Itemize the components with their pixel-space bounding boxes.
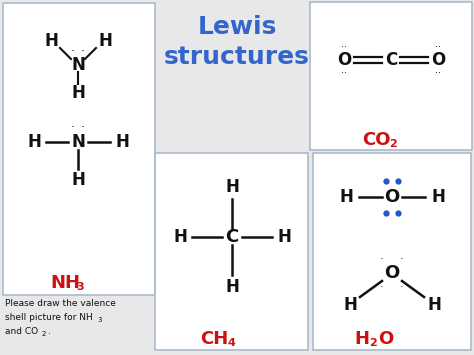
- Text: ·: ·: [380, 254, 384, 264]
- Text: ·: ·: [81, 121, 85, 135]
- Text: H: H: [71, 171, 85, 189]
- Text: O: O: [384, 264, 400, 282]
- Text: and CO: and CO: [5, 327, 38, 335]
- Text: H: H: [44, 32, 58, 50]
- Text: ·: ·: [400, 282, 404, 292]
- Text: N: N: [71, 56, 85, 74]
- Text: H: H: [98, 32, 112, 50]
- Text: ··: ··: [435, 42, 441, 52]
- FancyBboxPatch shape: [3, 3, 155, 295]
- Text: O: O: [378, 330, 393, 348]
- Text: CH: CH: [200, 330, 228, 348]
- Text: H: H: [427, 296, 441, 314]
- Text: Please draw the valence: Please draw the valence: [5, 299, 116, 307]
- Text: C: C: [225, 228, 238, 246]
- Text: O: O: [384, 188, 400, 206]
- Text: ·: ·: [380, 282, 384, 292]
- Text: 4: 4: [228, 338, 236, 348]
- Text: ·: ·: [71, 121, 75, 135]
- Text: 2: 2: [389, 139, 397, 149]
- Text: H: H: [173, 228, 187, 246]
- Text: H: H: [71, 84, 85, 102]
- Text: H: H: [115, 133, 129, 151]
- FancyBboxPatch shape: [313, 153, 471, 350]
- Text: shell picture for NH: shell picture for NH: [5, 312, 93, 322]
- Text: ··: ··: [435, 68, 441, 78]
- Text: 3: 3: [76, 282, 83, 292]
- Text: .: .: [48, 327, 51, 335]
- Text: ··: ··: [341, 68, 347, 78]
- Text: H: H: [225, 278, 239, 296]
- Text: O: O: [337, 51, 351, 69]
- Text: H: H: [431, 188, 445, 206]
- Text: H: H: [354, 330, 369, 348]
- FancyBboxPatch shape: [310, 2, 472, 150]
- Text: H: H: [27, 133, 41, 151]
- Text: CO: CO: [362, 131, 391, 149]
- Text: N: N: [71, 133, 85, 151]
- Text: ··: ··: [341, 42, 347, 52]
- Text: ·: ·: [400, 254, 404, 264]
- Text: ·: ·: [81, 45, 85, 59]
- FancyBboxPatch shape: [155, 153, 308, 350]
- Text: ·: ·: [71, 45, 75, 59]
- Text: H: H: [225, 178, 239, 196]
- Text: NH: NH: [50, 274, 80, 292]
- Text: 2: 2: [42, 331, 46, 337]
- Text: 2: 2: [369, 338, 377, 348]
- Text: H: H: [277, 228, 291, 246]
- Text: O: O: [431, 51, 445, 69]
- Text: Lewis
structures: Lewis structures: [164, 15, 310, 69]
- Text: C: C: [385, 51, 397, 69]
- Text: H: H: [343, 296, 357, 314]
- Text: 3: 3: [97, 317, 101, 323]
- Text: H: H: [339, 188, 353, 206]
